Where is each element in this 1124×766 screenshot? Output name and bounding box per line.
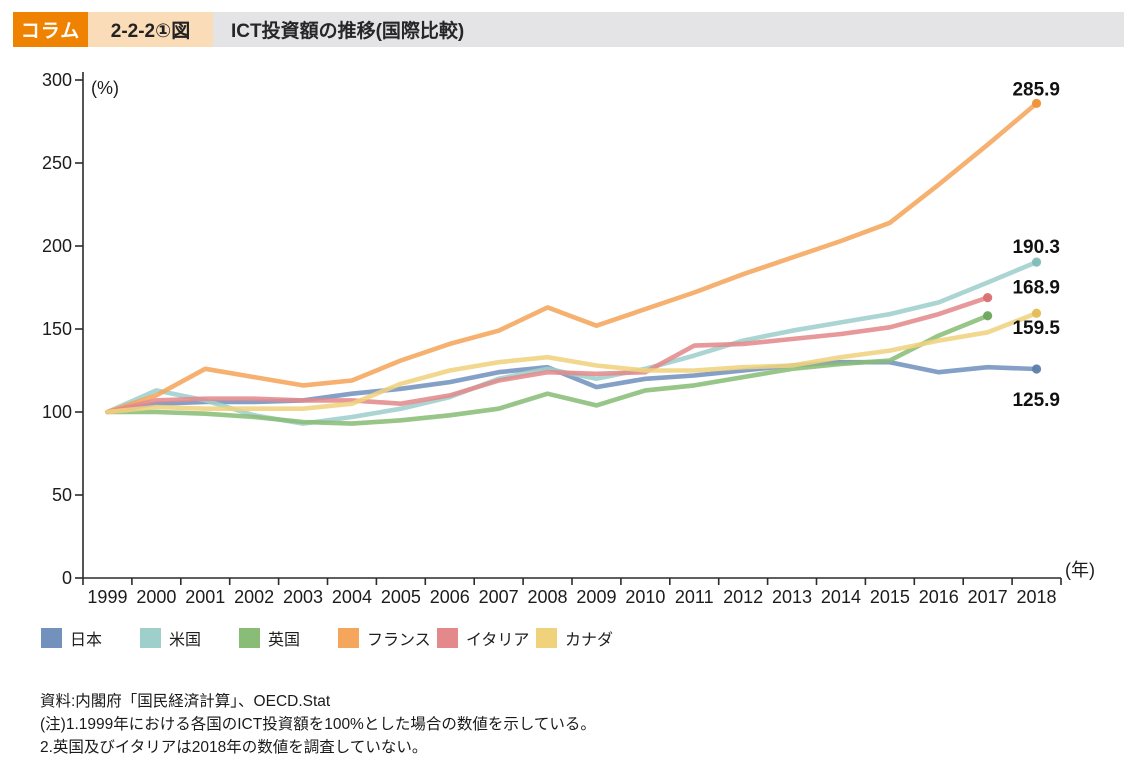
legend-label-japan: 日本 xyxy=(70,632,103,649)
x-tick-label: 2009 xyxy=(576,587,616,607)
x-tick-label: 2008 xyxy=(528,587,568,607)
x-tick-label: 2006 xyxy=(430,587,470,607)
chart-legend: 日本 米国 英国 フランス イタリア カナダ xyxy=(41,626,635,650)
axes xyxy=(75,72,1062,585)
end-value-label-us: 190.3 xyxy=(1012,237,1060,258)
y-axis-unit-label: (%) xyxy=(91,78,119,98)
x-tick-label: 2010 xyxy=(625,587,665,607)
x-tick-label: 2002 xyxy=(234,587,274,607)
x-tick-label: 1999 xyxy=(87,587,127,607)
y-tick-label: 200 xyxy=(42,236,72,256)
legend-label-france: フランス xyxy=(367,632,431,649)
x-tick-label: 2001 xyxy=(185,587,225,607)
end-value-label-italy: 168.9 xyxy=(1012,278,1060,299)
y-tick-label: 100 xyxy=(42,402,72,422)
x-tick-label: 2012 xyxy=(723,587,763,607)
x-tick-label: 2015 xyxy=(870,587,910,607)
x-tick-label: 2013 xyxy=(772,587,812,607)
series-endpoint-france xyxy=(1031,98,1042,109)
x-tick-label: 2004 xyxy=(332,587,372,607)
series-line-italy xyxy=(105,295,990,415)
column-badge: コラム xyxy=(13,12,88,47)
note-line-2: 2.英国及びイタリアは2018年の数値を調査していない。 xyxy=(40,739,428,756)
figure-header: コラム 2-2-2①図 ICT投資額の推移(国際比較) xyxy=(0,12,1124,47)
series-endpoint-uk xyxy=(983,311,993,321)
legend-item-italy: イタリア xyxy=(437,626,536,650)
end-value-label-canada: 159.5 xyxy=(1012,318,1060,339)
series-endpoint-us xyxy=(1031,257,1042,267)
x-tick-label: 2018 xyxy=(1017,587,1057,607)
x-tick-label: 2016 xyxy=(919,587,959,607)
legend-swatch-france xyxy=(338,628,359,648)
figure-number-badge: 2-2-2①図 xyxy=(88,12,213,47)
series-endpoint-japan xyxy=(1031,364,1042,374)
end-value-label-japan: 125.9 xyxy=(1012,390,1060,411)
legend-item-canada: カナダ xyxy=(536,626,635,650)
series-endpoint-canada xyxy=(1031,308,1042,318)
note-line-1: (注)1.1999年における各国のICT投資額を100%とした場合の数値を示して… xyxy=(40,716,596,733)
legend-swatch-italy xyxy=(437,628,458,648)
series-line-canada xyxy=(105,310,1039,415)
series-line-france xyxy=(105,101,1039,415)
x-tick-label: 2000 xyxy=(136,587,176,607)
legend-item-france: フランス xyxy=(338,626,437,650)
x-tick-label: 2017 xyxy=(968,587,1008,607)
legend-swatch-japan xyxy=(41,628,62,648)
legend-swatch-us xyxy=(140,628,161,648)
legend-label-canada: カナダ xyxy=(565,632,614,649)
y-tick-label: 250 xyxy=(42,153,72,173)
y-tick-label: 50 xyxy=(52,485,72,505)
y-tick-label: 150 xyxy=(42,319,72,339)
y-tick-label: 300 xyxy=(42,70,72,90)
legend-item-us: 米国 xyxy=(140,626,239,650)
series-line-japan xyxy=(105,359,1039,415)
figure-footnotes: 資料:内閣府「国民経済計算」、OECD.Stat (注)1.1999年における各… xyxy=(40,690,596,759)
x-tick-label: 2007 xyxy=(479,587,519,607)
legend-label-italy: イタリア xyxy=(466,632,530,649)
x-axis-unit-label: (年) xyxy=(1065,560,1095,580)
legend-item-japan: 日本 xyxy=(41,626,140,650)
source-note: 資料:内閣府「国民経済計算」、OECD.Stat xyxy=(40,693,331,710)
figure-title: ICT投資額の推移(国際比較) xyxy=(231,21,465,42)
legend-label-us: 米国 xyxy=(169,632,202,649)
legend-swatch-canada xyxy=(536,628,557,648)
ict-investment-line-chart: 0 50 100 150 200 250 300 (%) (年) 1999 2000 2001 2002… xyxy=(0,58,1124,618)
figure-title-bar: ICT投資額の推移(国際比較) xyxy=(213,12,1124,47)
x-tick-label: 2014 xyxy=(821,587,861,607)
legend-label-uk: 英国 xyxy=(268,632,301,649)
legend-swatch-uk xyxy=(239,628,260,648)
x-tick-label: 2005 xyxy=(381,587,421,607)
series-line-uk xyxy=(105,313,990,426)
end-value-label-france: 285.9 xyxy=(1012,79,1060,100)
series-endpoint-italy xyxy=(983,293,993,303)
x-tick-label: 2003 xyxy=(283,587,323,607)
legend-item-uk: 英国 xyxy=(239,626,338,650)
figure-number-label: 2-2-2①図 xyxy=(110,21,191,42)
chart-svg: 0 50 100 150 200 250 300 (%) (年) 1999 2000 2001 2002… xyxy=(42,70,1095,607)
column-badge-label: コラム xyxy=(20,21,81,42)
y-tick-label: 0 xyxy=(62,568,72,588)
x-tick-label: 2011 xyxy=(675,587,714,607)
